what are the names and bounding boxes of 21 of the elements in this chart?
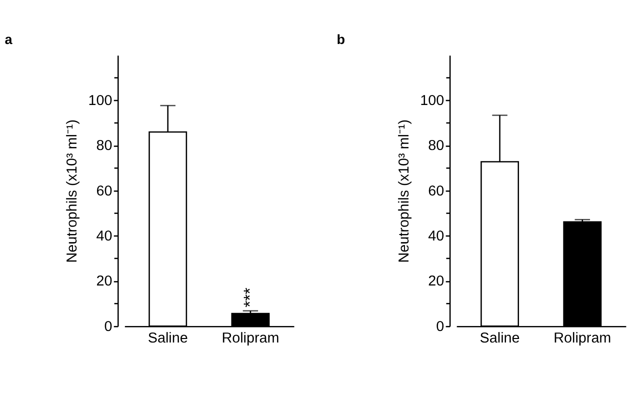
y-tick-label: 100 <box>88 93 112 110</box>
y-tick-label: 80 <box>96 138 112 154</box>
y-tick-label: 100 <box>420 93 444 110</box>
y-tick-label: 0 <box>436 318 444 335</box>
y-axis-title: Neutrophils (x10³ ml⁻¹) <box>64 120 80 263</box>
y-tick-label: 40 <box>428 228 444 245</box>
text: a <box>4 32 13 48</box>
y-tick-label: 20 <box>96 274 112 290</box>
y-tick-label: 20 <box>428 274 444 290</box>
y-tick-label: 80 <box>428 138 444 154</box>
x-tick-label: Saline <box>148 330 188 347</box>
annotation: *** <box>240 287 260 308</box>
y-tick-label: 60 <box>96 183 112 200</box>
y-axis-title: Neutrophils (x10³ ml⁻¹) <box>396 120 412 263</box>
y-tick-label: 40 <box>96 228 112 245</box>
y-tick-label: 0 <box>104 318 112 335</box>
text: b <box>336 32 345 48</box>
x-tick-label: Saline <box>480 330 520 347</box>
x-tick-label: Rolipram <box>554 330 612 347</box>
x-tick-label: Rolipram <box>222 330 280 347</box>
y-tick-label: 60 <box>428 183 444 200</box>
